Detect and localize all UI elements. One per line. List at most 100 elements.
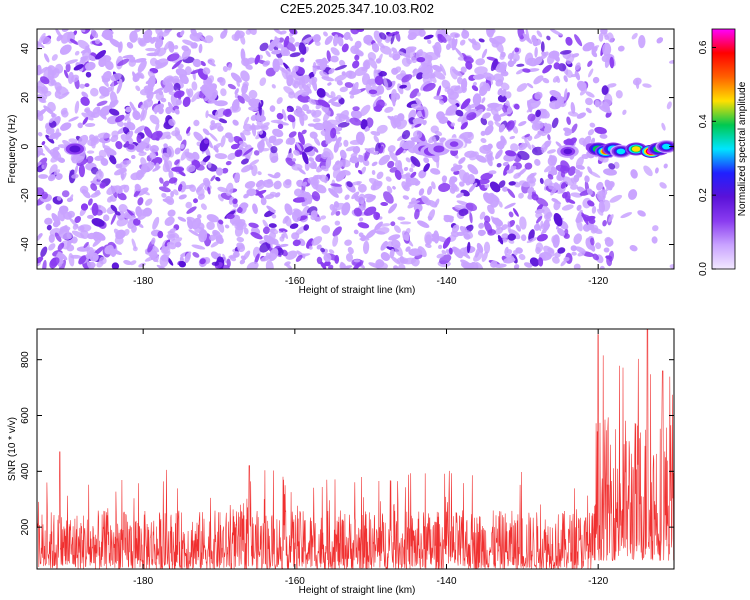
noise-blob xyxy=(504,202,516,209)
noise-blob xyxy=(391,92,396,107)
noise-blob xyxy=(336,113,350,120)
noise-blob xyxy=(285,250,298,260)
noise-blob xyxy=(333,34,339,47)
noise-blob xyxy=(220,135,226,148)
noise-blob xyxy=(173,45,179,50)
noise-blob xyxy=(507,60,515,67)
noise-blob xyxy=(43,53,50,63)
noise-blob xyxy=(343,265,353,269)
noise-blob xyxy=(165,196,175,205)
noise-blob xyxy=(496,141,505,150)
x-tick-label: -120 xyxy=(588,276,608,287)
noise-blob xyxy=(352,106,360,112)
noise-blob xyxy=(137,212,148,221)
noise-blob xyxy=(374,88,381,96)
noise-blob xyxy=(316,88,326,98)
noise-blob xyxy=(331,101,342,107)
noise-blob xyxy=(184,252,191,264)
noise-blob xyxy=(551,256,560,264)
noise-blob xyxy=(243,123,253,132)
noise-blob xyxy=(258,139,265,153)
noise-blob xyxy=(143,126,153,139)
noise-blob xyxy=(463,226,468,234)
noise-blob xyxy=(418,188,425,196)
noise-blob xyxy=(433,230,440,244)
noise-blob xyxy=(185,201,192,209)
noise-blob xyxy=(334,220,341,226)
noise-blob xyxy=(262,226,271,235)
noise-blob xyxy=(330,55,339,63)
noise-blob xyxy=(371,42,380,53)
noise-blob xyxy=(497,94,507,103)
noise-blob xyxy=(481,48,488,59)
noise-blob xyxy=(311,78,318,92)
noise-blob xyxy=(156,31,164,42)
noise-blob xyxy=(61,190,70,198)
noise-blob xyxy=(390,33,395,45)
noise-blob xyxy=(84,61,96,71)
noise-blob xyxy=(409,167,414,173)
noise-blob xyxy=(358,169,363,175)
noise-blob xyxy=(151,237,156,245)
noise-blob xyxy=(90,139,96,149)
noise-blob xyxy=(475,155,487,163)
noise-blob xyxy=(207,99,217,104)
noise-blob xyxy=(266,178,273,185)
noise-blob xyxy=(159,177,164,184)
noise-blob xyxy=(139,37,146,46)
noise-blob xyxy=(276,97,283,105)
noise-blob xyxy=(60,122,72,131)
noise-blob xyxy=(527,180,536,188)
noise-blob xyxy=(576,80,586,90)
noise-blob xyxy=(472,81,477,87)
noise-blob xyxy=(138,262,146,268)
noise-blob xyxy=(169,228,177,234)
noise-blob xyxy=(575,246,586,254)
noise-blob xyxy=(84,83,90,88)
noise-blob xyxy=(424,231,433,246)
spectrogram-signal-features xyxy=(63,137,674,158)
noise-blob xyxy=(350,29,360,35)
noise-blob xyxy=(445,43,451,50)
noise-blob xyxy=(361,199,366,211)
noise-blob xyxy=(282,49,291,56)
noise-blob xyxy=(401,140,415,150)
noise-blob xyxy=(53,169,61,176)
noise-blob xyxy=(357,222,370,229)
noise-blob xyxy=(250,231,263,240)
noise-blob xyxy=(387,145,396,153)
noise-blob xyxy=(136,134,142,144)
noise-blob xyxy=(587,129,595,136)
noise-blob xyxy=(373,135,380,143)
noise-blob xyxy=(182,96,191,108)
noise-blob xyxy=(220,88,227,97)
noise-blob xyxy=(149,145,159,153)
noise-blob xyxy=(529,257,540,267)
noise-blob xyxy=(489,181,501,193)
noise-blob xyxy=(61,110,69,118)
noise-blob xyxy=(375,99,385,109)
noise-blob xyxy=(311,236,323,246)
noise-blob xyxy=(144,256,155,262)
noise-blob xyxy=(460,98,471,110)
noise-blob xyxy=(311,191,321,202)
noise-blob xyxy=(63,69,69,79)
noise-blob xyxy=(448,216,454,223)
noise-blob xyxy=(203,139,209,144)
noise-blob xyxy=(57,251,68,261)
noise-blob xyxy=(518,192,524,199)
noise-blob xyxy=(300,113,308,121)
noise-blob xyxy=(87,232,96,240)
noise-blob xyxy=(71,230,85,239)
noise-blob xyxy=(471,85,479,92)
noise-blob xyxy=(628,189,638,200)
noise-blob xyxy=(585,91,595,98)
noise-blob xyxy=(401,74,413,83)
noise-blob xyxy=(95,209,103,216)
noise-blob xyxy=(347,246,354,255)
noise-blob xyxy=(171,59,183,70)
noise-blob xyxy=(437,33,447,43)
noise-blob xyxy=(421,195,431,206)
noise-blob xyxy=(330,208,338,216)
noise-blob xyxy=(620,212,633,219)
